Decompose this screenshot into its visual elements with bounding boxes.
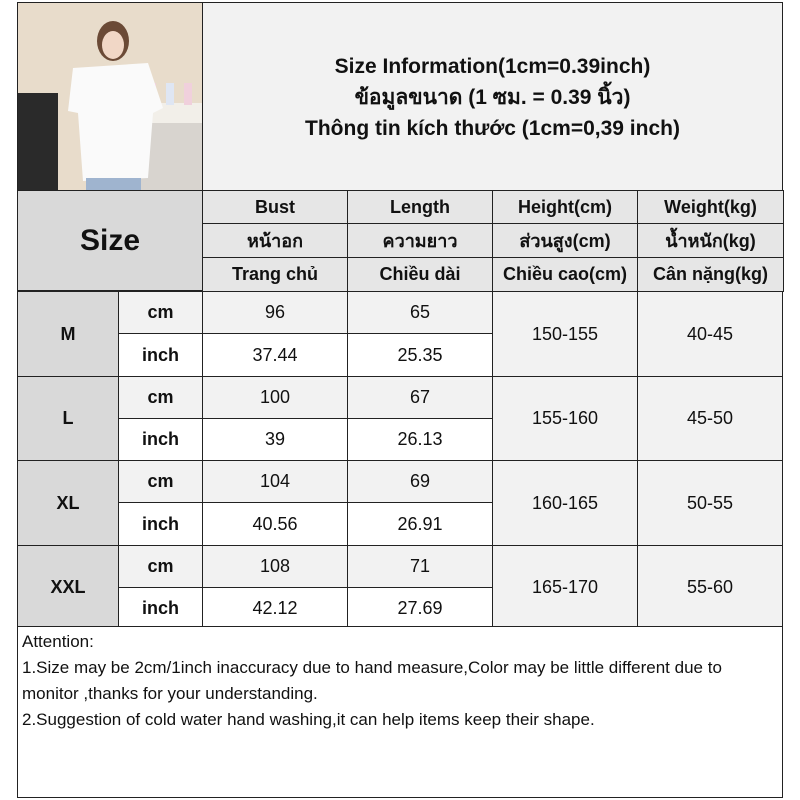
length-cm: 67 (347, 375, 493, 419)
unit-inch: inch (118, 417, 203, 462)
weight-range: 50-55 (637, 460, 783, 546)
length-cm: 71 (347, 544, 493, 588)
column-header-en: Length (347, 190, 493, 224)
weight-range: 40-45 (637, 291, 783, 377)
column-header-en: Height(cm) (492, 190, 638, 224)
title-cell: Size Information(1cm=0.39inch) ข้อมูลขนา… (202, 2, 783, 191)
title-vietnamese: Thông tin kích thước (1cm=0,39 inch) (305, 117, 680, 140)
note-2: 2.Suggestion of cold water hand washing,… (22, 710, 595, 729)
column-header-vi: Trang chủ (202, 257, 348, 292)
size-label: XL (17, 460, 119, 546)
length-inch: 25.35 (347, 333, 493, 377)
unit-inch: inch (118, 502, 203, 546)
title-english: Size Information(1cm=0.39inch) (334, 55, 651, 78)
bust-inch: 39 (202, 417, 348, 462)
bust-cm: 100 (202, 375, 348, 419)
length-inch: 27.69 (347, 586, 493, 631)
size-label: L (17, 375, 119, 462)
column-header-vi: Cân nặng(kg) (637, 257, 784, 292)
unit-inch: inch (118, 586, 203, 631)
weight-range: 55-60 (637, 544, 783, 631)
unit-cm: cm (118, 291, 203, 334)
model-photo-image (18, 3, 202, 190)
length-cm: 65 (347, 291, 493, 334)
column-header-en: Weight(kg) (637, 190, 784, 224)
title-thai: ข้อมูลขนาด (1 ซม. = 0.39 นิ้ว) (354, 86, 631, 109)
size-label: XXL (17, 544, 119, 631)
unit-cm: cm (118, 375, 203, 419)
unit-cm: cm (118, 544, 203, 588)
unit-cm: cm (118, 460, 203, 503)
note-1: 1.Size may be 2cm/1inch inaccuracy due t… (22, 658, 722, 703)
length-inch: 26.91 (347, 502, 493, 546)
height-range: 155-160 (492, 375, 638, 462)
bust-cm: 108 (202, 544, 348, 588)
weight-range: 45-50 (637, 375, 783, 462)
column-header-vi: Chiều cao(cm) (492, 257, 638, 292)
column-header-th: ส่วนสูง(cm) (492, 223, 638, 258)
column-header-th: หน้าอก (202, 223, 348, 258)
height-range: 165-170 (492, 544, 638, 631)
column-header-th: น้ำหนัก(kg) (637, 223, 784, 258)
column-header-th: ความยาว (347, 223, 493, 258)
size-header: Size (17, 190, 203, 291)
size-label: M (17, 291, 119, 377)
bust-inch: 37.44 (202, 333, 348, 377)
bust-cm: 104 (202, 460, 348, 503)
bust-cm: 96 (202, 291, 348, 334)
bust-inch: 42.12 (202, 586, 348, 631)
column-header-vi: Chiều dài (347, 257, 493, 292)
column-header-en: Bust (202, 190, 348, 224)
height-range: 150-155 (492, 291, 638, 377)
notes-heading: Attention: (22, 632, 94, 651)
attention-notes: Attention: 1.Size may be 2cm/1inch inacc… (17, 626, 783, 798)
length-inch: 26.13 (347, 417, 493, 462)
unit-inch: inch (118, 333, 203, 377)
bust-inch: 40.56 (202, 502, 348, 546)
height-range: 160-165 (492, 460, 638, 546)
product-photo (17, 2, 203, 191)
length-cm: 69 (347, 460, 493, 503)
